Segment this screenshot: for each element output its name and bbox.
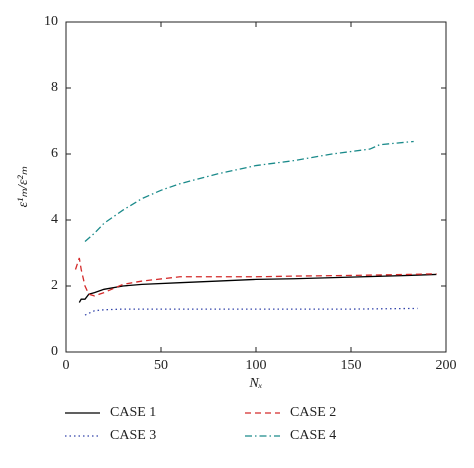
x-axis-label: Nₓ xyxy=(248,376,262,391)
x-tick-label: 150 xyxy=(341,358,362,373)
line-series xyxy=(84,307,418,316)
line-series xyxy=(78,273,437,303)
legend-label: CASE 4 xyxy=(290,428,336,443)
y-tick-label: 6 xyxy=(51,146,58,161)
x-tick-label: 100 xyxy=(246,358,267,373)
y-tick-label: 2 xyxy=(51,278,58,293)
y-tick-label: 4 xyxy=(51,212,58,227)
plot-frame xyxy=(65,21,447,353)
x-tick-label: 200 xyxy=(436,358,457,373)
line-series xyxy=(84,140,414,242)
y-tick-label: 8 xyxy=(51,80,58,95)
x-tick-label: 50 xyxy=(154,358,168,373)
y-tick-label: 0 xyxy=(51,344,58,359)
legend-label: CASE 2 xyxy=(290,405,336,420)
y-tick-label: 10 xyxy=(44,14,58,29)
y-axis-label: ε¹ₘ/ε²ₘ xyxy=(16,166,31,207)
x-tick-label: 0 xyxy=(63,358,70,373)
legend-label: CASE 3 xyxy=(110,428,156,443)
legend-label: CASE 1 xyxy=(110,405,156,420)
line-series xyxy=(74,257,437,297)
